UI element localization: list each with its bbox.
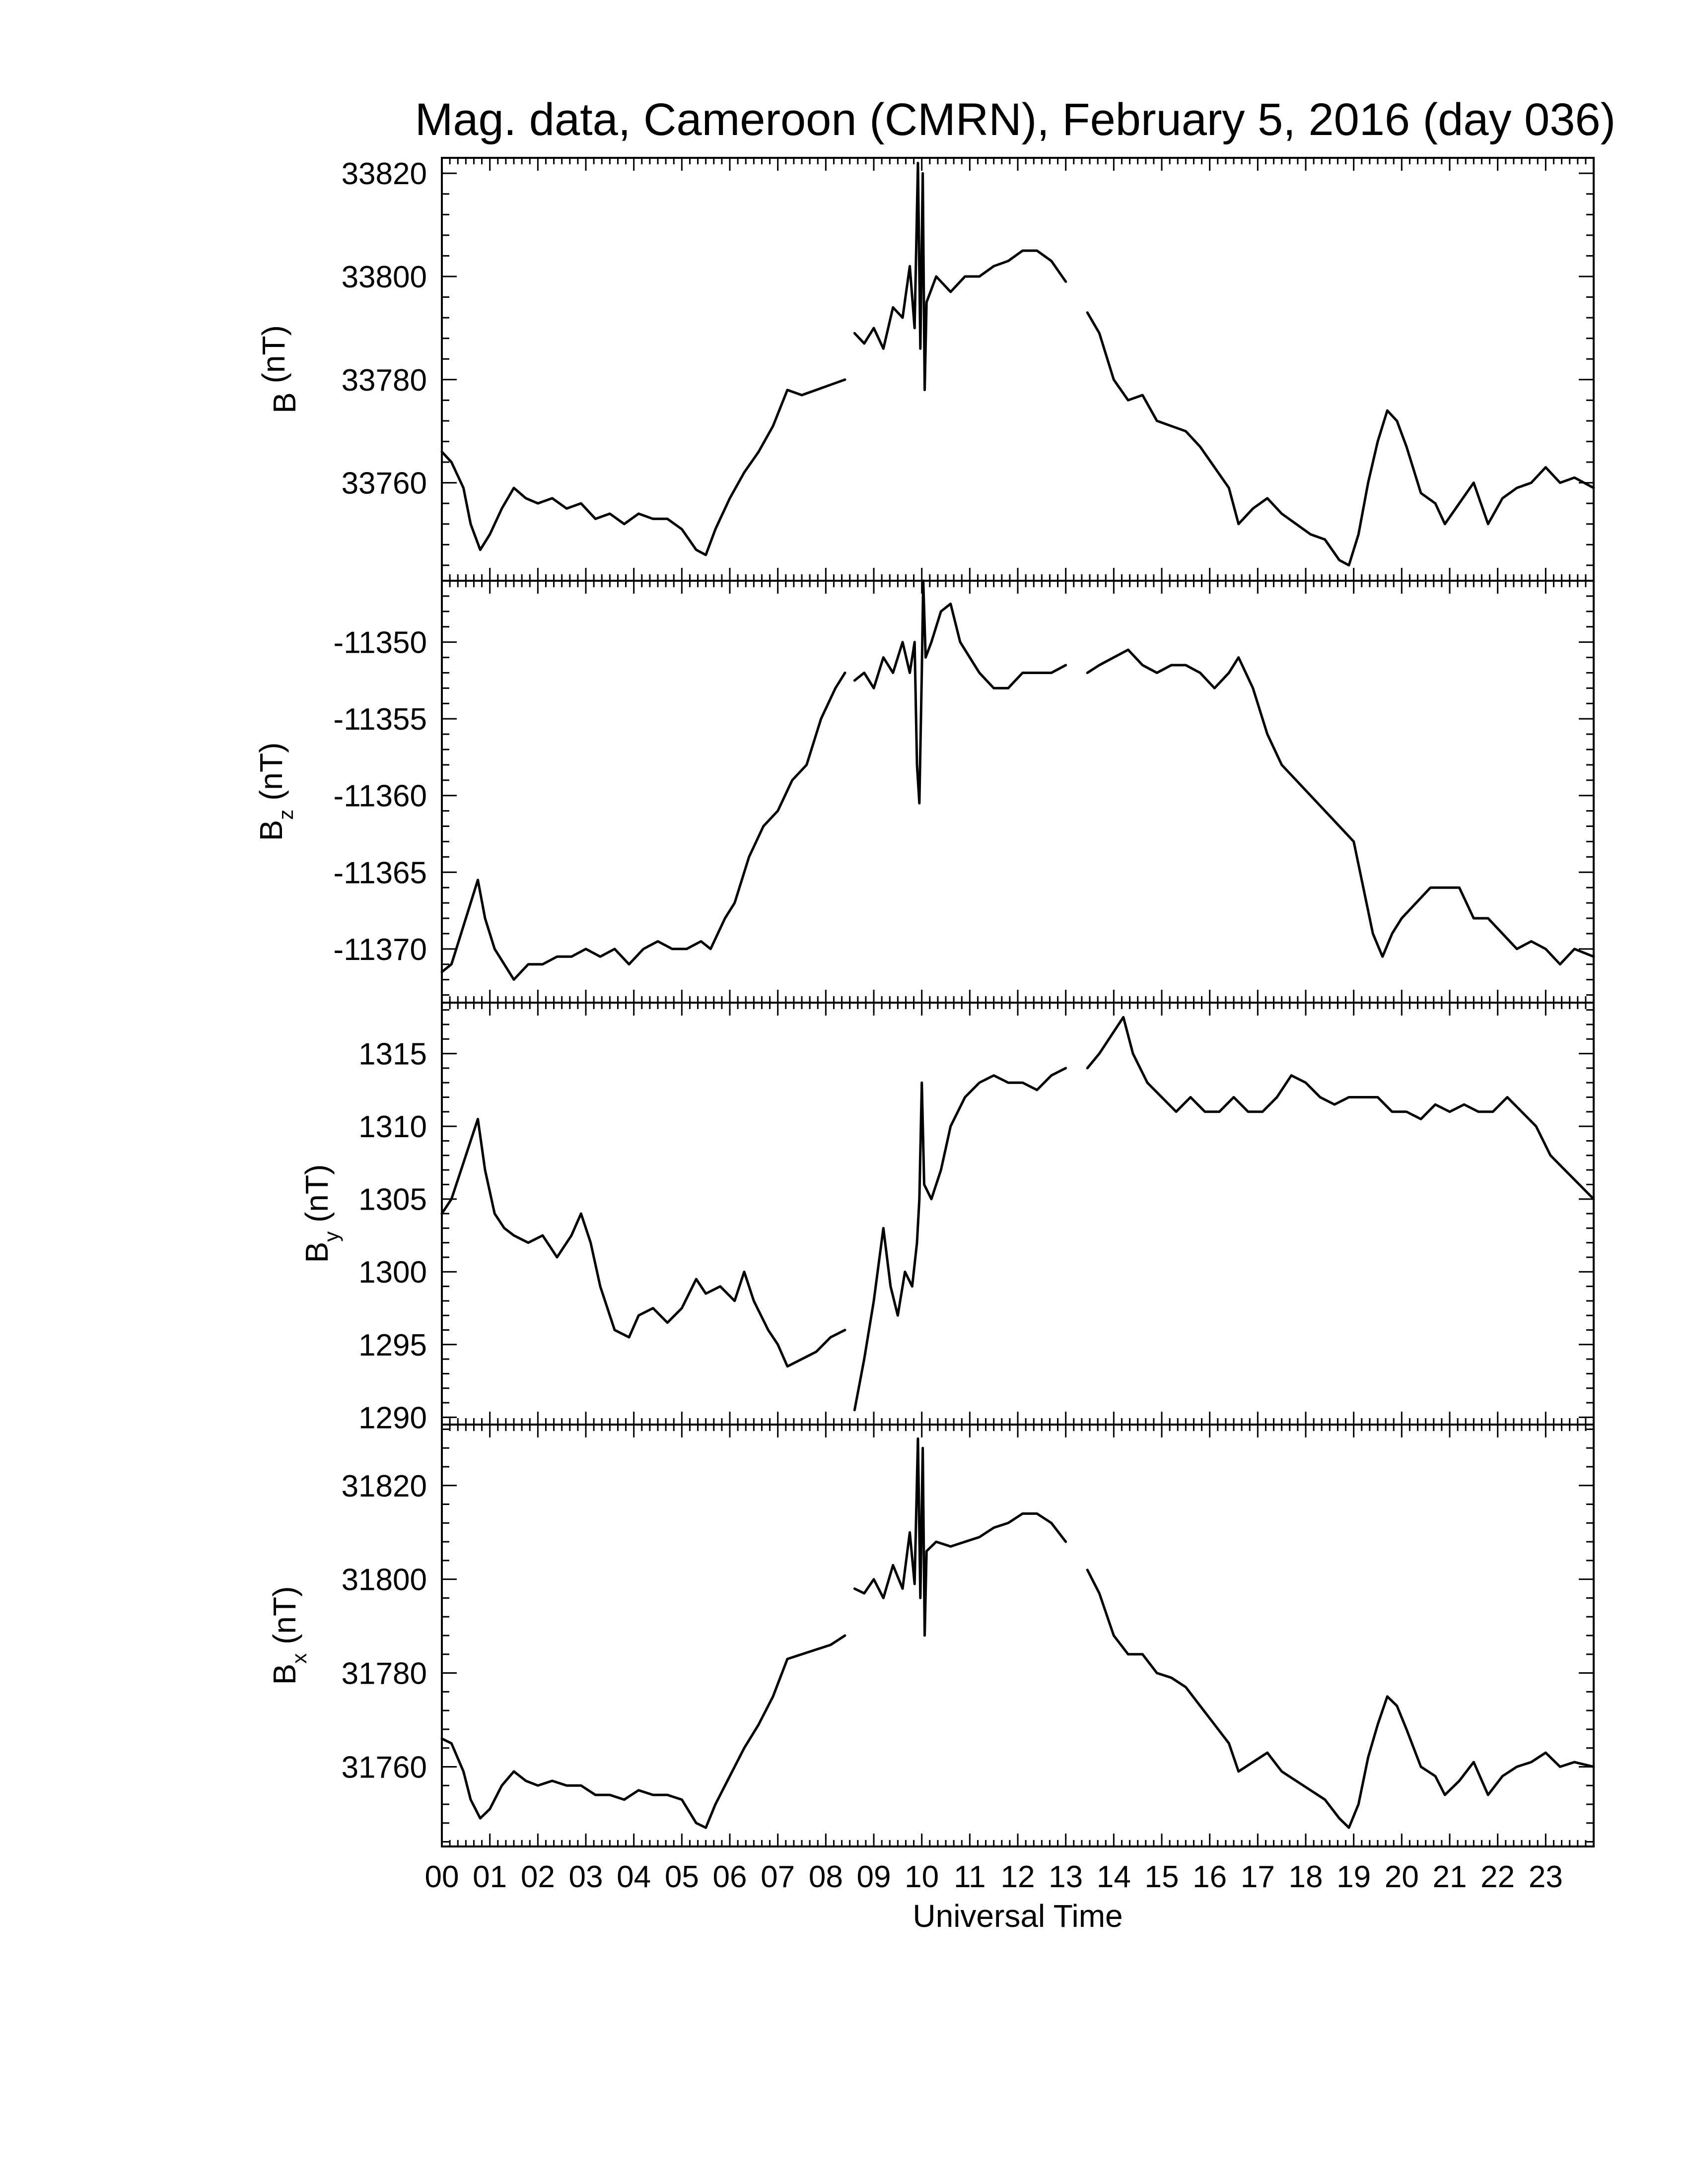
x-tick-label: 11 (954, 1860, 985, 1894)
panel-bx-y-axis-label: Bx (nT) (267, 1586, 311, 1685)
x-tick-label: 20 (1385, 1860, 1419, 1894)
x-tick-label: 14 (1097, 1860, 1131, 1894)
x-tick-label: 05 (665, 1860, 699, 1894)
panel-by-ticks (441, 1003, 1595, 1425)
series-line-bx-segment-3 (1086, 1569, 1595, 1829)
series-line-b-segment-2 (853, 161, 1067, 392)
y-tick-label: 33800 (342, 260, 427, 294)
panel-by-frame (441, 1002, 1595, 1426)
panel-bx-frame (441, 1424, 1595, 1847)
y-tick-label: 31800 (342, 1563, 427, 1597)
x-tick-label: 23 (1529, 1860, 1563, 1894)
x-tick-label: 07 (761, 1860, 795, 1894)
panel-by: 1290 1295 1300 1305 1310 1315 By (nT) (299, 1002, 1595, 1435)
y-tick-label: 31780 (342, 1657, 427, 1691)
x-tick-label: 06 (713, 1860, 747, 1894)
series-line-b-segment-3 (1086, 311, 1595, 567)
panel-bx-y-tick-labels: 31760 31780 31800 31820 (342, 1469, 427, 1785)
panel-b-trace (440, 161, 1595, 567)
y-tick-label: 33820 (342, 157, 427, 191)
y-tick-label: 31820 (342, 1469, 427, 1503)
x-tick-label: 01 (473, 1860, 507, 1894)
y-tick-label: 31760 (342, 1750, 427, 1784)
panel-bx-ticks (441, 1425, 1595, 1846)
chart-title: Mag. data, Cameroon (CMRN), February 5, … (415, 94, 1616, 145)
series-line-bx-segment-1 (440, 1634, 846, 1829)
x-tick-label: 13 (1049, 1860, 1083, 1894)
series-line-bz-segment-1 (440, 672, 846, 981)
x-tick-label: 22 (1480, 1860, 1515, 1894)
panel-by-y-axis-label: By (nT) (299, 1164, 343, 1263)
series-line-by-segment-2 (853, 1067, 1067, 1412)
panel-bz-y-tick-labels: -11370 -11365 -11360 -11355 -11350 (334, 626, 427, 967)
series-line-bz-segment-3 (1086, 648, 1595, 966)
series-line-by-segment-1 (440, 1118, 846, 1368)
x-tick-label: 15 (1145, 1860, 1179, 1894)
x-axis-label: Universal Time (913, 1898, 1123, 1934)
y-tick-label: 33760 (342, 467, 427, 501)
x-tick-label: 21 (1433, 1860, 1467, 1894)
panel-bx: 31760 31780 31800 31820 Bx (nT) (267, 1424, 1595, 1847)
x-tick-label: 19 (1336, 1860, 1371, 1894)
x-tick-label: 09 (857, 1860, 891, 1894)
panel-b: 33760 33780 33800 33820 B (nT) (256, 157, 1595, 582)
x-tick-label: 18 (1289, 1860, 1323, 1894)
x-tick-label: 10 (905, 1860, 939, 1894)
panel-by-trace (440, 1016, 1595, 1412)
x-tick-label: 00 (425, 1860, 459, 1894)
series-line-bx-segment-2 (853, 1437, 1067, 1637)
y-tick-label: 1315 (358, 1037, 427, 1072)
panel-b-y-axis-label: B (nT) (256, 325, 302, 413)
panel-by-y-tick-labels: 1290 1295 1300 1305 1310 1315 (358, 1037, 427, 1435)
panel-bz: -11370 -11365 -11360 -11355 -11350 Bz (nT) (253, 579, 1595, 1004)
x-tick-label: 04 (617, 1860, 651, 1894)
x-tick-label: 02 (521, 1860, 555, 1894)
panel-bx-trace (440, 1437, 1595, 1829)
y-tick-label: 1300 (358, 1255, 427, 1290)
x-tick-labels: 00 01 02 03 04 05 06 07 08 09 10 11 12 13 14 15 16 17 18 19… (425, 1860, 1563, 1894)
panel-b-ticks (441, 158, 1595, 581)
x-tick-label: 17 (1241, 1860, 1275, 1894)
y-tick-label: -11355 (334, 702, 427, 737)
y-tick-label: -11365 (334, 856, 427, 890)
panel-bz-y-axis-label: Bz (nT) (253, 743, 297, 841)
y-tick-label: -11350 (334, 626, 427, 660)
series-line-by-segment-3 (1086, 1016, 1595, 1201)
panel-b-y-tick-labels: 33760 33780 33800 33820 (342, 157, 427, 500)
y-tick-label: -11360 (334, 779, 427, 814)
x-tick-label: 03 (569, 1860, 603, 1894)
x-tick-label: 16 (1193, 1860, 1227, 1894)
x-tick-label: 12 (1001, 1860, 1035, 1894)
y-tick-label: 1295 (358, 1328, 427, 1363)
panel-bz-frame (441, 580, 1595, 1004)
y-tick-label: 1290 (358, 1401, 427, 1435)
panel-bz-ticks (441, 580, 1595, 1003)
series-line-b-segment-1 (440, 378, 846, 556)
y-tick-label: 33780 (342, 363, 427, 398)
series-line-bz-segment-2 (853, 579, 1067, 805)
y-tick-label: 1310 (358, 1110, 427, 1144)
x-tick-label: 08 (809, 1860, 843, 1894)
y-tick-label: -11370 (334, 933, 427, 967)
y-tick-label: 1305 (358, 1183, 427, 1217)
panel-bz-trace (440, 579, 1595, 981)
